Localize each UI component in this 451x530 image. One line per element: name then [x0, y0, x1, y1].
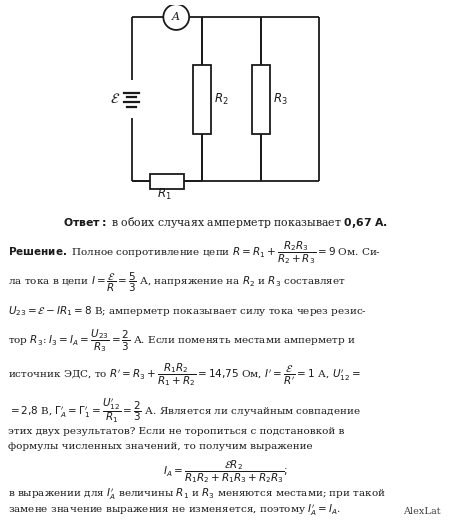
Bar — [252, 65, 270, 134]
Text: тор $R_3$: $I_3 = I_A = \dfrac{U_{23}}{R_3} = \dfrac{2}{3}$ А. Если поменять мес: тор $R_3$: $I_3 = I_A = \dfrac{U_{23}}{R… — [9, 328, 356, 355]
Text: AlexLat: AlexLat — [403, 507, 441, 516]
Text: в выражении для $I^{\prime}_A$ величины $R_1$ и $R_3$ меняются местами; при тако: в выражении для $I^{\prime}_A$ величины … — [9, 487, 386, 502]
Text: $R_3$: $R_3$ — [273, 92, 288, 107]
Text: ла тока в цепи $I = \dfrac{\mathcal{E}}{R} = \dfrac{5}{3}$ А, напряжение на $R_2: ла тока в цепи $I = \dfrac{\mathcal{E}}{… — [9, 270, 346, 294]
Text: $\mathbf{Ответ:}$ в обоих случаях амперметр показывает $\mathbf{0{,}67\ А.}$: $\mathbf{Ответ:}$ в обоих случаях амперм… — [63, 215, 387, 230]
Bar — [150, 174, 184, 189]
Bar — [193, 65, 211, 134]
Text: формулы численных значений, то получим выражение: формулы численных значений, то получим в… — [9, 442, 313, 451]
Text: $R_2$: $R_2$ — [214, 92, 229, 107]
Text: источник ЭДС, то $R^{\prime} = R_3 + \dfrac{R_1R_2}{R_1 + R_2} = 14{,}75$ Ом, $I: источник ЭДС, то $R^{\prime} = R_3 + \df… — [9, 361, 361, 388]
Text: $\mathcal{E}$: $\mathcal{E}$ — [110, 92, 120, 106]
Text: A: A — [172, 12, 180, 22]
Text: этих двух результатов? Если не торопиться с подстановкой в: этих двух результатов? Если не торопитьс… — [9, 427, 345, 436]
Circle shape — [163, 4, 189, 30]
Text: $U_{23} = \mathcal{E} - IR_1 = 8$ В; амперметр показывает силу тока через резис-: $U_{23} = \mathcal{E} - IR_1 = 8$ В; амп… — [9, 304, 368, 318]
Text: $= 2{,}8$ В, $\Gamma^{\prime}_A = \Gamma^{\prime}_1 = \dfrac{U^{\prime}_{12}}{R_: $= 2{,}8$ В, $\Gamma^{\prime}_A = \Gamma… — [9, 396, 361, 425]
Text: замене значение выражения не изменяется, поэтому $I^{\prime}_A = I_A$.: замене значение выражения не изменяется,… — [9, 503, 342, 518]
Text: $\mathbf{Решение.}$ Полное сопротивление цепи $R = R_1 + \dfrac{R_2R_3}{R_2 + R_: $\mathbf{Решение.}$ Полное сопротивление… — [9, 239, 382, 266]
Text: $R_1$: $R_1$ — [157, 187, 172, 202]
Text: $I_A = \dfrac{\mathcal{E} R_2}{R_1 R_2 + R_1 R_3 + R_2 R_3};$: $I_A = \dfrac{\mathcal{E} R_2}{R_1 R_2 +… — [162, 458, 287, 485]
